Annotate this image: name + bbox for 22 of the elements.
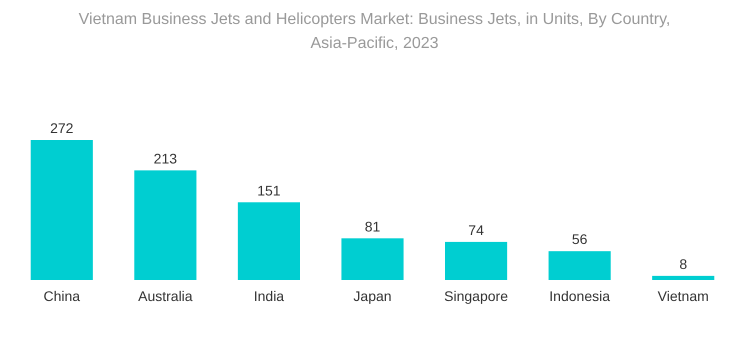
data-label: 56 — [572, 231, 588, 248]
bar — [238, 202, 300, 280]
x-tick-label: Japan — [353, 288, 392, 304]
x-tick-label: Vietnam — [658, 288, 709, 304]
x-tick-label: Singapore — [444, 288, 508, 304]
bar — [445, 242, 508, 280]
data-label: 74 — [468, 222, 484, 238]
x-tick-label: China — [43, 288, 80, 304]
bar — [652, 276, 714, 280]
bar — [30, 140, 93, 280]
x-tick-label: Australia — [138, 288, 193, 304]
data-label: 81 — [364, 218, 380, 234]
bar — [134, 170, 196, 280]
data-label: 151 — [257, 182, 281, 198]
x-tick-label: Indonesia — [549, 288, 610, 304]
bar — [548, 251, 611, 280]
x-tick-label: India — [254, 288, 284, 304]
bar — [341, 238, 404, 280]
chart-title: Vietnam Business Jets and Helicopters Market: Business Jets, in Units, By Country, Asia-Pacific, 2023 — [78, 11, 670, 52]
data-label: 213 — [154, 150, 178, 166]
data-label: 8 — [679, 256, 688, 272]
data-label: 272 — [50, 120, 74, 136]
